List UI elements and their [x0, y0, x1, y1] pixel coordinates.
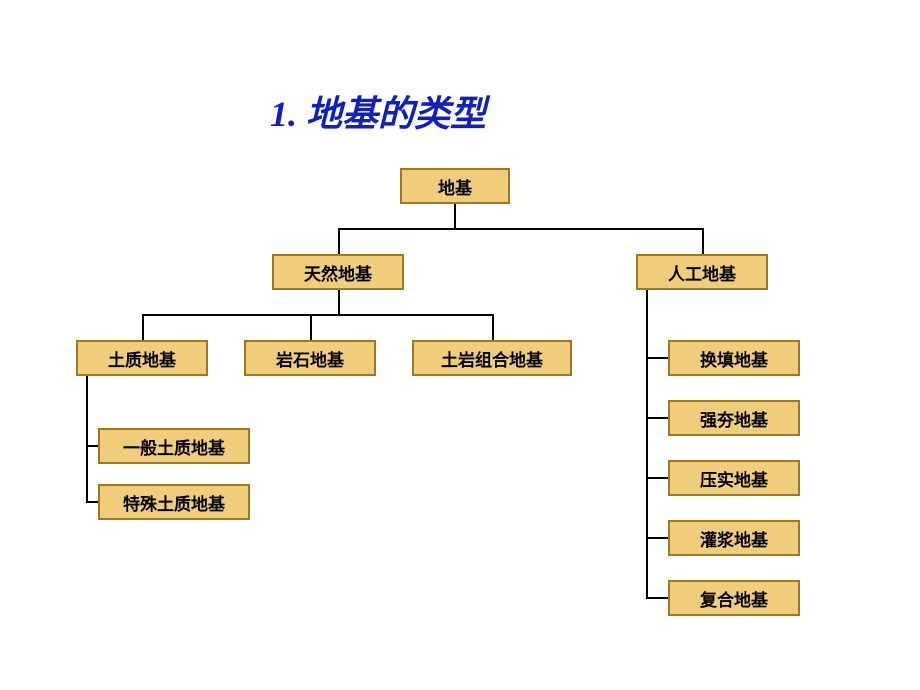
connector-line	[646, 537, 668, 539]
node-label: 复合地基	[700, 586, 768, 611]
connector-line	[646, 357, 668, 359]
node-label: 特殊土质地基	[123, 490, 225, 515]
connector-line	[492, 314, 494, 340]
node-label: 换填地基	[700, 346, 768, 371]
node-general: 一般土质地基	[98, 428, 250, 464]
connector-line	[338, 228, 704, 230]
node-huan: 换填地基	[668, 340, 800, 376]
node-label: 土质地基	[108, 346, 176, 371]
node-label: 地基	[438, 174, 472, 199]
node-label: 人工地基	[668, 260, 736, 285]
slide-title: 1. 地基的类型	[270, 85, 486, 137]
node-label: 土岩组合地基	[441, 346, 543, 371]
node-guan: 灌浆地基	[668, 520, 800, 556]
connector-line	[646, 477, 668, 479]
node-manmade: 人工地基	[636, 254, 768, 290]
connector-line	[86, 445, 98, 447]
node-label: 灌浆地基	[700, 526, 768, 551]
connector-line	[646, 290, 648, 598]
node-qiang: 强夯地基	[668, 400, 800, 436]
node-combo: 土岩组合地基	[412, 340, 572, 376]
connector-line	[310, 314, 312, 340]
connector-line	[142, 314, 494, 316]
connector-line	[646, 417, 668, 419]
connector-line	[702, 228, 704, 254]
node-label: 天然地基	[304, 260, 372, 285]
node-special: 特殊土质地基	[98, 484, 250, 520]
node-soil: 土质地基	[76, 340, 208, 376]
node-yashi: 压实地基	[668, 460, 800, 496]
node-label: 岩石地基	[276, 346, 344, 371]
node-label: 压实地基	[700, 466, 768, 491]
node-fuhe: 复合地基	[668, 580, 800, 616]
connector-line	[454, 204, 456, 228]
connector-line	[86, 376, 88, 502]
connector-line	[142, 314, 144, 340]
node-label: 强夯地基	[700, 406, 768, 431]
node-rock: 岩石地基	[244, 340, 376, 376]
node-label: 一般土质地基	[123, 434, 225, 459]
connector-line	[338, 228, 340, 254]
node-root: 地基	[400, 168, 510, 204]
connector-line	[646, 597, 668, 599]
connector-line	[86, 501, 98, 503]
connector-line	[338, 290, 340, 314]
node-natural: 天然地基	[272, 254, 404, 290]
